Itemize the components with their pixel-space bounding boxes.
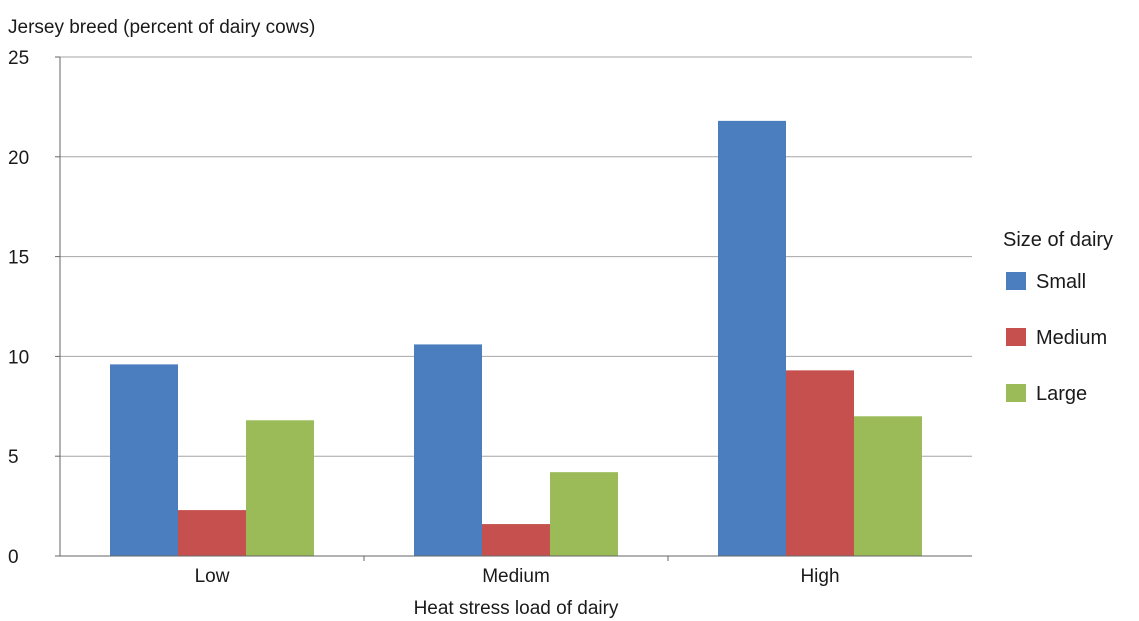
y-tick-label: 0 [8, 547, 19, 568]
y-tick-label: 15 [8, 248, 29, 269]
bars [110, 120, 922, 556]
y-tick-label: 5 [8, 447, 19, 468]
legend-label-large: Large [1036, 383, 1087, 405]
x-tick-label: Medium [482, 566, 550, 587]
bar-small-high [718, 120, 786, 556]
y-tick-labels: 0 5 10 15 20 25 [8, 48, 29, 568]
x-tick-label: High [800, 566, 839, 587]
bar-medium-high [786, 370, 854, 556]
y-tick-label: 10 [8, 347, 29, 368]
y-tick-label: 20 [8, 148, 29, 169]
legend-label-small: Small [1036, 271, 1086, 293]
bar-medium-medium [482, 524, 550, 556]
bar-large-high [854, 416, 922, 556]
x-tick-labels: Low Medium High [195, 556, 840, 587]
bar-large-low [246, 420, 314, 556]
axes [59, 57, 972, 557]
legend-items: Small Medium Large [1006, 271, 1107, 405]
legend-swatch-medium [1006, 328, 1026, 346]
bar-medium-low [178, 510, 246, 556]
bar-small-low [110, 364, 178, 556]
x-axis-title: Heat stress load of dairy [414, 598, 619, 619]
legend: Size of dairy Small Medium Large [1003, 229, 1113, 405]
x-tick-label: Low [195, 566, 230, 587]
legend-swatch-small [1006, 272, 1026, 290]
bar-large-medium [550, 472, 618, 556]
legend-swatch-large [1006, 384, 1026, 402]
bar-small-medium [414, 344, 482, 556]
y-axis-title: Jersey breed (percent of dairy cows) [8, 17, 315, 38]
y-tick-label: 25 [8, 48, 29, 69]
legend-label-medium: Medium [1036, 327, 1107, 349]
legend-title: Size of dairy [1003, 229, 1113, 251]
